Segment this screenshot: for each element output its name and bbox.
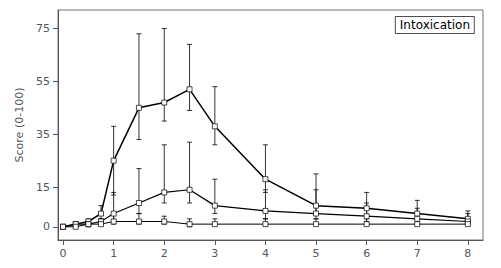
svg-text:Intoxication: Intoxication: [400, 18, 470, 32]
svg-text:55: 55: [36, 75, 50, 88]
svg-text:4: 4: [262, 247, 269, 260]
svg-text:35: 35: [36, 128, 50, 141]
svg-text:Score (0-100): Score (0-100): [13, 88, 26, 163]
svg-text:5: 5: [313, 247, 320, 260]
svg-text:6: 6: [363, 247, 370, 260]
svg-text:8: 8: [464, 247, 471, 260]
svg-text:1: 1: [110, 247, 117, 260]
svg-text:2: 2: [161, 247, 168, 260]
svg-text:15: 15: [36, 181, 50, 194]
svg-text:7: 7: [414, 247, 421, 260]
svg-text:0: 0: [60, 247, 67, 260]
svg-text:0: 0: [43, 220, 50, 233]
svg-text:3: 3: [211, 247, 218, 260]
svg-text:75: 75: [36, 22, 50, 35]
